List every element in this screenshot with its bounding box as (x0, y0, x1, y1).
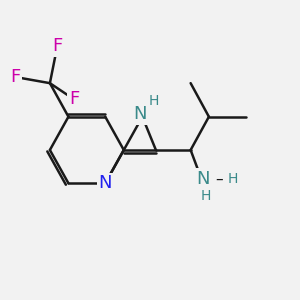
Text: H: H (201, 189, 211, 202)
Text: –: – (215, 171, 223, 186)
Text: F: F (69, 90, 79, 108)
Text: H: H (227, 172, 238, 186)
Text: N: N (196, 170, 210, 188)
Text: N: N (98, 174, 112, 192)
Text: F: F (10, 68, 20, 86)
Text: N: N (133, 105, 147, 123)
Text: H: H (148, 94, 159, 107)
Text: F: F (52, 38, 62, 56)
